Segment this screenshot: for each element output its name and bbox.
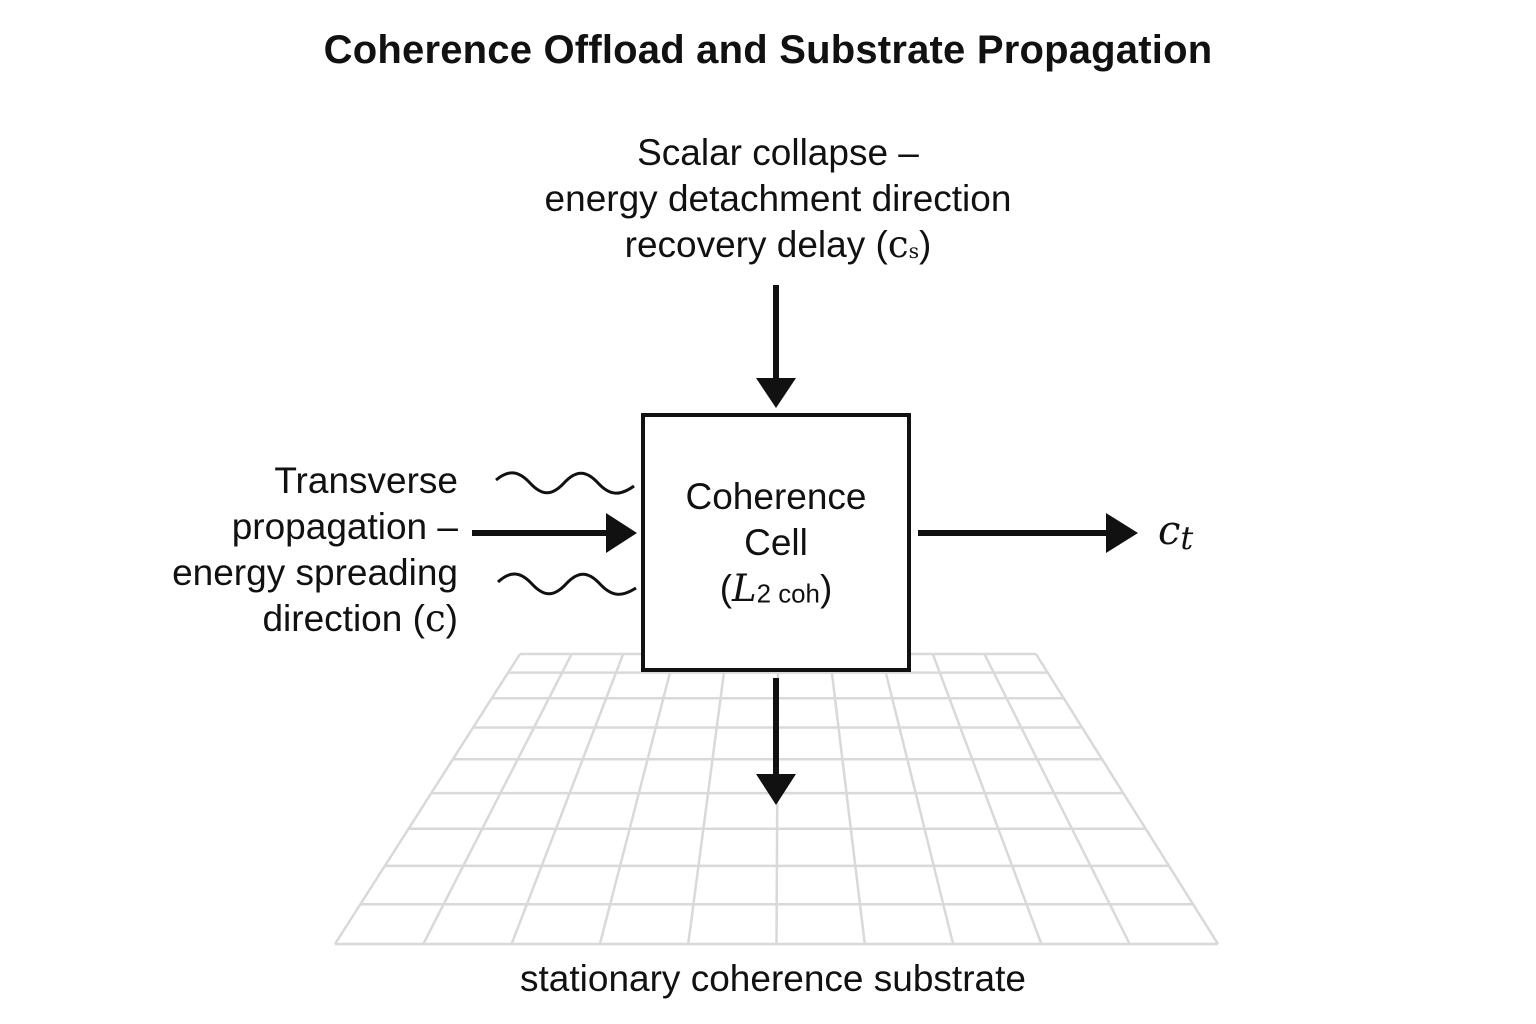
top-arrow [756, 285, 796, 408]
left-arrow [472, 513, 637, 553]
transverse-propagation-label: Transverse propagation – energy spreadin… [100, 458, 458, 642]
coherence-cell-label: Coherence Cell (L2 coh) [643, 474, 909, 617]
grid-line-vertical [422, 653, 573, 945]
scalar-collapse-line-3: recovery delay (cs) [624, 223, 932, 266]
transverse-line-3: energy spreading [172, 552, 458, 593]
grid-line-vertical [983, 653, 1131, 945]
cell-symbol: (L2 coh) [719, 567, 833, 610]
grid-line-vertical [333, 653, 522, 945]
grid-line-vertical [931, 653, 1043, 945]
substrate-label: stationary coherence substrate [520, 958, 1026, 999]
scalar-collapse-line-2: energy detachment direction [544, 178, 1012, 219]
cell-line-1: Coherence [685, 476, 867, 517]
right-arrow [918, 513, 1138, 553]
grid-line-vertical [1034, 653, 1220, 945]
transverse-line-1: Transverse [274, 460, 458, 501]
grid-line-vertical [510, 653, 625, 945]
cell-line-2: Cell [744, 522, 808, 563]
grid-line-vertical [879, 653, 955, 945]
lower-wave-line [496, 572, 637, 596]
scalar-collapse-line-1: Scalar collapse – [637, 132, 919, 173]
grid-line-vertical [598, 653, 677, 945]
bottom-arrow [756, 678, 796, 805]
grid-line-vertical [686, 653, 728, 945]
transverse-line-4: direction (c) [262, 597, 458, 640]
upper-wave-line [495, 471, 635, 495]
coherence-cell-box [641, 413, 911, 672]
output-label: ct [1158, 508, 1194, 557]
scalar-collapse-label: Scalar collapse – energy detachment dire… [468, 130, 1088, 274]
diagram-title: Coherence Offload and Substrate Propagat… [323, 28, 1213, 72]
transverse-line-2: propagation – [231, 506, 458, 547]
grid-line-vertical [828, 653, 867, 945]
